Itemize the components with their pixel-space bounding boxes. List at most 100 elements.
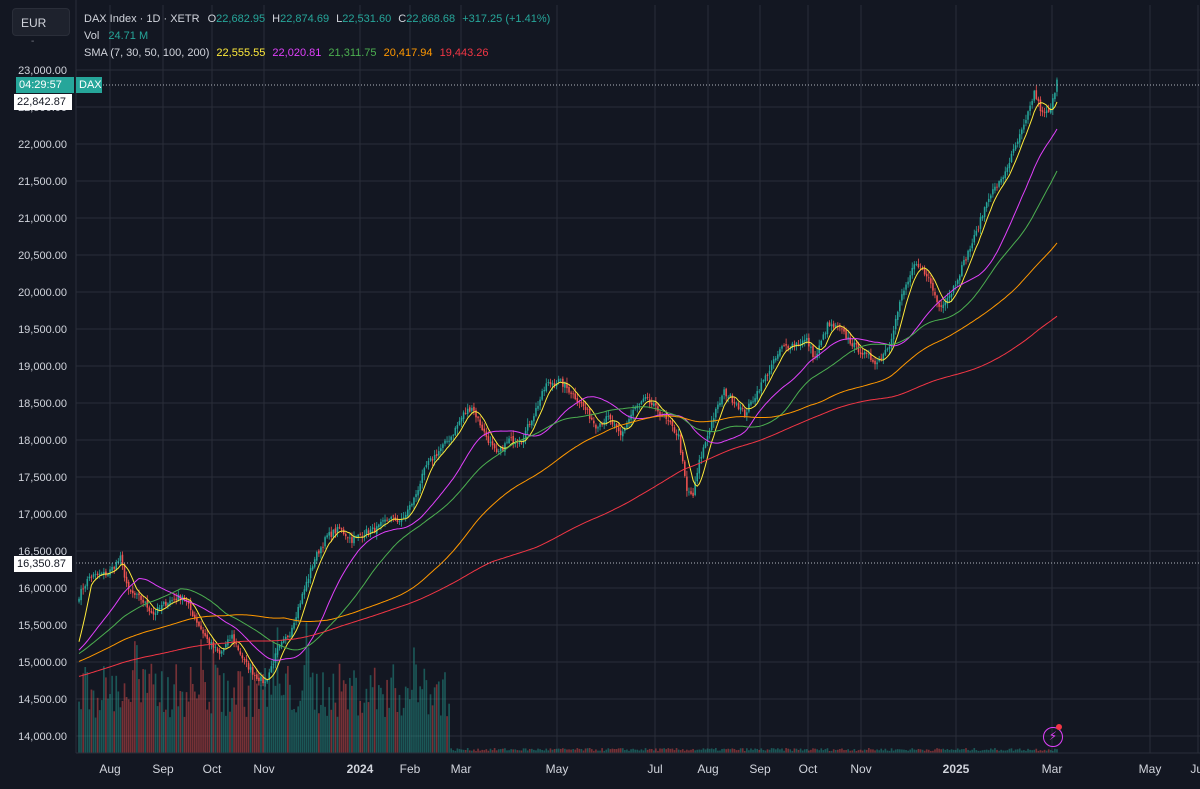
x-tick-label: Mar: [1042, 762, 1063, 776]
candle-body: [896, 311, 899, 320]
volume-bar: [613, 748, 616, 753]
volume-bar: [295, 712, 297, 753]
candle-body: [406, 509, 409, 517]
candle-body: [512, 436, 514, 444]
volume-bar: [543, 750, 546, 753]
candle-body: [390, 516, 393, 519]
lightning-icon[interactable]: ⚡: [1043, 727, 1063, 747]
volume-bar: [251, 716, 254, 753]
candle-body: [541, 391, 543, 400]
volume-bar: [131, 670, 134, 753]
volume-bar: [659, 748, 661, 753]
volume-bar: [785, 748, 787, 753]
volume-bar: [801, 750, 804, 753]
volume-bar: [111, 675, 113, 753]
candle-body: [117, 561, 120, 563]
volume-bar: [640, 749, 643, 753]
candle-body: [1012, 148, 1015, 153]
candle-body: [270, 666, 273, 673]
symbol-title[interactable]: DAX Index · 1D · XETR: [84, 13, 200, 25]
candle-body: [396, 519, 399, 522]
candle-body: [386, 519, 388, 521]
symbol-tag-text: DAX: [79, 79, 102, 91]
sma-label[interactable]: SMA (7, 30, 50, 100, 200): [84, 47, 210, 59]
volume-bar: [582, 750, 585, 753]
candle-body: [421, 473, 424, 483]
candle-body: [495, 448, 498, 453]
candle-body: [113, 567, 115, 569]
volume-bar: [212, 643, 215, 753]
candle-body: [781, 346, 783, 349]
candle-body: [880, 357, 883, 359]
volume-bar: [344, 683, 347, 753]
volume-bar: [683, 750, 686, 753]
volume-bar: [187, 701, 190, 753]
volume-bar: [1014, 749, 1017, 753]
volume-bar: [475, 750, 477, 753]
volume-bar: [839, 749, 841, 753]
volume-bar: [442, 679, 444, 753]
volume-bar: [90, 689, 93, 753]
volume-bar: [774, 749, 777, 753]
candle-body: [545, 383, 548, 392]
volume-bar: [117, 691, 120, 753]
candle-body: [774, 358, 777, 361]
candle-body: [650, 402, 653, 405]
volume-bar: [977, 750, 980, 753]
volume-bar: [541, 749, 543, 753]
low-value: 22,531.60: [342, 13, 392, 25]
volume-bar: [652, 750, 655, 753]
candle-body: [202, 629, 204, 634]
candle-body: [570, 392, 572, 394]
candle-body: [100, 573, 103, 575]
y-axis[interactable]: 14,000.00 14,500.00 15,000.00 15,500.00 16,0…: [0, 0, 77, 784]
candle-body: [557, 378, 560, 382]
volume-bar: [315, 673, 318, 753]
candle-body: [973, 235, 976, 243]
volume-bar: [853, 749, 856, 753]
candle-body: [688, 491, 690, 493]
y-tick-label: 16,500.00: [18, 546, 67, 558]
x-axis[interactable]: Aug Sep Oct Nov 2024 Feb Mar May Jul Aug Sep Oct Nov…: [76, 752, 1200, 784]
volume-bar: [452, 750, 455, 753]
currency-menu-icon[interactable]: -: [31, 36, 35, 47]
volume-bar: [113, 711, 116, 753]
volume-bar: [646, 749, 649, 753]
volume-label[interactable]: Vol: [84, 30, 100, 42]
candle-body: [88, 576, 91, 579]
candle-body: [249, 667, 252, 670]
volume-bar: [979, 750, 982, 753]
candle-body: [500, 446, 502, 452]
candle-body: [690, 491, 692, 495]
candle-body: [861, 353, 864, 355]
candle-body: [313, 559, 316, 567]
volume-bar: [555, 748, 558, 753]
volume-bar: [636, 749, 639, 753]
volume-bar: [305, 622, 308, 753]
volume-bar: [181, 691, 184, 753]
volume-bar: [423, 668, 426, 753]
high-label: H: [272, 13, 281, 25]
volume-bar: [460, 749, 463, 753]
volume-bar: [103, 666, 105, 753]
candle-body: [355, 536, 357, 538]
candle-body: [743, 409, 746, 417]
volume-bar: [735, 750, 738, 753]
candle-body: [543, 389, 546, 392]
volume-bar: [218, 675, 221, 753]
candle-body: [163, 602, 165, 604]
candle-body: [706, 435, 709, 441]
candle-body: [169, 600, 171, 604]
volume-bar: [1039, 750, 1042, 753]
volume-bar: [961, 749, 963, 753]
volume-bar: [216, 667, 219, 753]
volume-bar: [630, 749, 632, 753]
sma-50-value: 21,311.75: [328, 47, 377, 59]
volume-bar: [624, 750, 626, 753]
currency-selector[interactable]: EUR: [12, 8, 70, 36]
volume-bar: [663, 748, 665, 753]
candle-body: [477, 416, 479, 419]
volume-bar: [781, 748, 783, 753]
